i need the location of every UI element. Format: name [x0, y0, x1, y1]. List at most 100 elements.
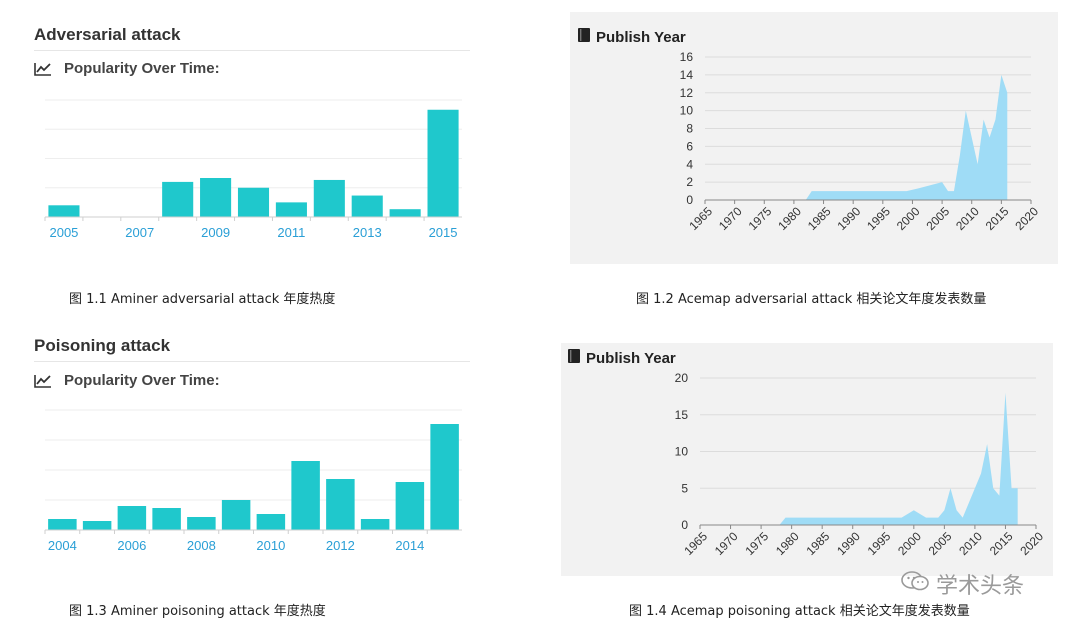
y-tick-label-20: 20	[675, 371, 689, 385]
caption-fig-1-1: 图 1.1 Aminer adversarial attack 年度热度	[69, 292, 336, 307]
x-tick-label-2010: 2010	[956, 529, 985, 558]
x-tick-label-2011: 2011	[277, 225, 305, 240]
bar-2014	[389, 209, 421, 217]
x-tick-label-1975: 1975	[742, 529, 771, 558]
line-chart-icon	[34, 374, 52, 388]
x-tick-label-2005: 2005	[926, 529, 955, 558]
bar-2008	[187, 517, 216, 530]
wechat-icon	[900, 569, 930, 599]
y-tick-label-0: 0	[681, 518, 688, 532]
x-tick-label-1965: 1965	[686, 204, 715, 233]
x-tick-label-2010: 2010	[256, 538, 285, 553]
caption-fig-1-4: 图 1.4 Acemap poisoning attack 相关论文年度发表数量	[629, 604, 970, 619]
bar-2006	[117, 506, 147, 530]
y-tick-label-0: 0	[686, 193, 693, 207]
panel2-header-label: Publish Year	[596, 28, 686, 46]
panel1-title: Adversarial attack	[34, 25, 181, 44]
chart-aminer-adversarial: 2005 2007 2009 2011 2013 2015	[44, 99, 462, 240]
y-tick-label-6: 6	[686, 139, 693, 153]
book-icon	[577, 27, 591, 47]
bar-2011	[291, 461, 320, 530]
x-tick-label-2006: 2006	[117, 538, 146, 553]
area-series	[700, 392, 1018, 525]
bar-2005	[82, 521, 112, 530]
y-tick-label-8: 8	[686, 122, 693, 136]
watermark-text: 学术头条	[936, 574, 1025, 599]
x-tick-label-1985: 1985	[805, 204, 834, 233]
bar-2015	[430, 424, 459, 530]
x-tick-label-1990: 1990	[834, 529, 863, 558]
panel1-divider	[34, 50, 470, 51]
chart-aminer-poisoning: 2004 2006 2008 2010 2012 2014	[44, 409, 462, 553]
panel2-header: Publish Year	[577, 27, 686, 47]
book-icon	[567, 348, 581, 368]
watermark: 学术头条	[900, 568, 1024, 600]
panel1-subtitle: Popularity Over Time:	[64, 60, 220, 77]
x-tick-label-2020: 2020	[1017, 529, 1046, 558]
x-tick-label-2014: 2014	[395, 538, 424, 553]
x-tick-label-2005: 2005	[923, 204, 952, 233]
bar-2013	[360, 519, 390, 530]
x-tick-label-2007: 2007	[125, 225, 154, 240]
bar-2008	[162, 181, 194, 217]
x-tick-label-1995: 1995	[865, 529, 894, 558]
y-tick-label-12: 12	[680, 86, 694, 100]
x-tick-label-1980: 1980	[775, 204, 804, 233]
x-tick-label-2000: 2000	[895, 529, 924, 558]
panel4-header: Publish Year	[567, 348, 676, 368]
x-tick-label-2008: 2008	[187, 538, 216, 553]
panel3-subtitle-row: Popularity Over Time:	[34, 372, 220, 389]
bar-2004	[48, 519, 77, 530]
x-tick-label-2015: 2015	[983, 204, 1012, 233]
bar-2010	[237, 187, 270, 217]
x-tick-label-1990: 1990	[835, 204, 864, 233]
x-tick-label-2015: 2015	[987, 529, 1016, 558]
panel4-frame	[561, 343, 1053, 576]
bar-2009	[200, 178, 232, 217]
x-tick-label-1970: 1970	[712, 529, 741, 558]
x-tick-label-2009: 2009	[201, 225, 230, 240]
caption-fig-1-3: 图 1.3 Aminer poisoning attack 年度热度	[69, 604, 326, 619]
bar-2015	[427, 109, 459, 217]
x-tick-label-2004: 2004	[48, 538, 77, 553]
caption-fig-1-2: 图 1.2 Acemap adversarial attack 相关论文年度发表…	[636, 292, 987, 307]
panel4-header-label: Publish Year	[586, 349, 676, 367]
bar-2012	[313, 179, 345, 217]
bar-2013	[351, 195, 383, 217]
bar-2005	[48, 205, 80, 217]
bar-2007	[152, 508, 181, 530]
bar-2009	[221, 500, 251, 530]
x-tick-label-2010: 2010	[953, 204, 982, 233]
chart-acemap-adversarial: 0 2 4 6 8 10 12 14 16 1965 1970 1975 1980 1985 1990 199…	[680, 50, 1042, 233]
y-tick-label-14: 14	[680, 68, 694, 82]
x-tick-label-2005: 2005	[49, 225, 78, 240]
panel3-divider	[34, 361, 470, 362]
x-tick-label-2020: 2020	[1012, 204, 1041, 233]
line-chart-icon	[34, 62, 52, 76]
y-tick-label-10: 10	[680, 104, 694, 118]
x-tick-label-2000: 2000	[894, 204, 923, 233]
x-tick-label-1965: 1965	[681, 529, 710, 558]
panel1-subtitle-row: Popularity Over Time:	[34, 60, 220, 77]
y-tick-label-16: 16	[680, 50, 694, 64]
y-tick-label-10: 10	[675, 445, 689, 459]
panel2-frame	[570, 12, 1058, 264]
x-tick-label-1995: 1995	[864, 204, 893, 233]
bar-2011	[275, 202, 307, 217]
chart-acemap-poisoning: 0 5 10 15 20 1965 1970 1975 1980 1985 1990 1995 2000…	[675, 371, 1047, 558]
x-tick-label-1980: 1980	[773, 529, 802, 558]
y-tick-label-15: 15	[675, 408, 689, 422]
x-tick-label-1975: 1975	[746, 204, 775, 233]
x-tick-label-2013: 2013	[353, 225, 382, 240]
bar-2012	[326, 479, 355, 530]
y-tick-label-2: 2	[686, 175, 693, 189]
y-tick-label-5: 5	[681, 481, 688, 495]
x-tick-label-1970: 1970	[716, 204, 745, 233]
area-series	[705, 74, 1008, 200]
x-tick-label-1985: 1985	[804, 529, 833, 558]
x-tick-label-2012: 2012	[326, 538, 355, 553]
panel3-subtitle: Popularity Over Time:	[64, 372, 220, 389]
x-tick-label-2015: 2015	[429, 225, 458, 240]
bar-2014	[395, 482, 425, 530]
bar-2010	[256, 514, 286, 530]
